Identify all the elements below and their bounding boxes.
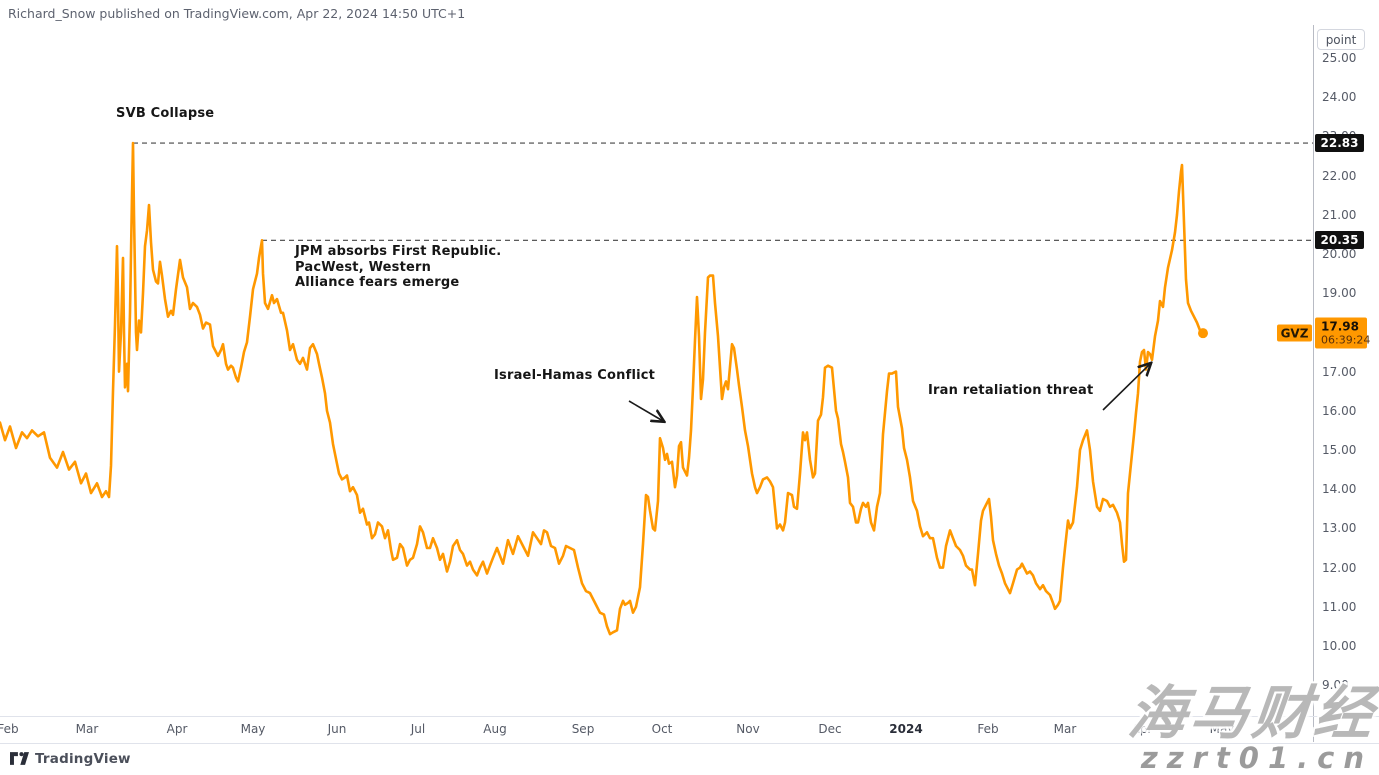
price-tick-label: 25.00 [1322,51,1357,65]
annotation-line: Alliance fears emerge [295,275,460,290]
footer-border [0,743,1379,744]
price-tick-label: 9.00 [1322,678,1349,693]
price-tick-label: 20.00 [1322,247,1357,261]
price-tick-label: 14.00 [1322,482,1357,497]
iran-arrow[interactable] [1102,364,1150,411]
time-tick-label: Nov [736,722,760,736]
price-tick-label: 12.00 [1322,560,1357,575]
tradingview-logo[interactable]: TradingView [10,750,131,767]
time-tick-label: May [240,722,266,736]
author-publish-line: Richard_Snow published on TradingView.co… [8,6,466,21]
annotation-line: PacWest, Western [295,259,432,275]
price-tick-label: 21.00 [1322,207,1357,222]
time-tick-label: Apr [166,722,188,736]
time-tick-label: Jun [327,722,347,736]
price-tick-label: 22.00 [1322,168,1357,183]
time-tick-label: Dec [818,722,842,736]
time-tick-label: Mar [1053,722,1077,736]
price-tick-label: 19.00 [1322,286,1357,301]
gvz-price-line[interactable] [0,141,1205,636]
price-tick-label: 16.00 [1322,403,1357,418]
time-tick-label: Feb [977,722,999,736]
time-tick-label: Mar [75,722,99,736]
annotation-svb-collapse[interactable]: SVB Collapse [116,106,215,121]
time-axis-border [0,716,1379,717]
price-level-badge-high: 22.83 [1315,134,1364,153]
price-axis-border [1313,25,1314,742]
tradingview-footer: TradingView [0,744,1379,773]
last-price-dot [1198,328,1208,339]
time-tick-label: 2024 [889,722,923,736]
time-tick-label: Oct [651,722,673,736]
price-tick-label: 13.00 [1322,521,1357,536]
axis-unit-button[interactable]: point [1317,29,1365,50]
watermark-site-name: 海马财经 [1124,679,1379,747]
time-tick-label: Feb [0,722,19,736]
bar-countdown: 06:39:24 [1321,333,1371,347]
symbol-label-badge: GVZ [1277,324,1312,342]
israel-hamas-arrow[interactable] [628,400,663,421]
last-price-value: 17.98 [1321,319,1359,334]
annotation-jpm-first-republic[interactable]: JPM absorbs First Republic. PacWest, Wes… [295,244,501,291]
price-tick-label: 17.00 [1322,364,1357,379]
price-tick-label: 15.00 [1322,443,1357,457]
price-tick-label: 10.00 [1322,639,1357,653]
watermark-site-url: zzrt01.cn [1140,741,1373,775]
price-tick-label: 24.00 [1322,90,1357,105]
annotation-iran-retaliation[interactable]: Iran retaliation threat [928,383,1094,398]
time-tick-label: Sep [571,722,595,736]
tradingview-logo-icon [10,752,29,765]
tradingview-brand-text: TradingView [35,750,131,767]
time-tick-label: Apr [1131,722,1153,736]
price-tick-label: 11.00 [1322,599,1357,614]
price-level-badge-mid: 20.35 [1315,231,1364,250]
last-price-badge: 17.98 06:39:24 [1315,317,1371,349]
time-tick-label: May [1209,722,1235,736]
time-tick-label: Jul [410,722,426,736]
time-tick-label: Aug [483,722,507,736]
annotation-line: JPM absorbs First Republic. [295,244,502,259]
annotation-israel-hamas[interactable]: Israel-Hamas Conflict [494,368,656,383]
